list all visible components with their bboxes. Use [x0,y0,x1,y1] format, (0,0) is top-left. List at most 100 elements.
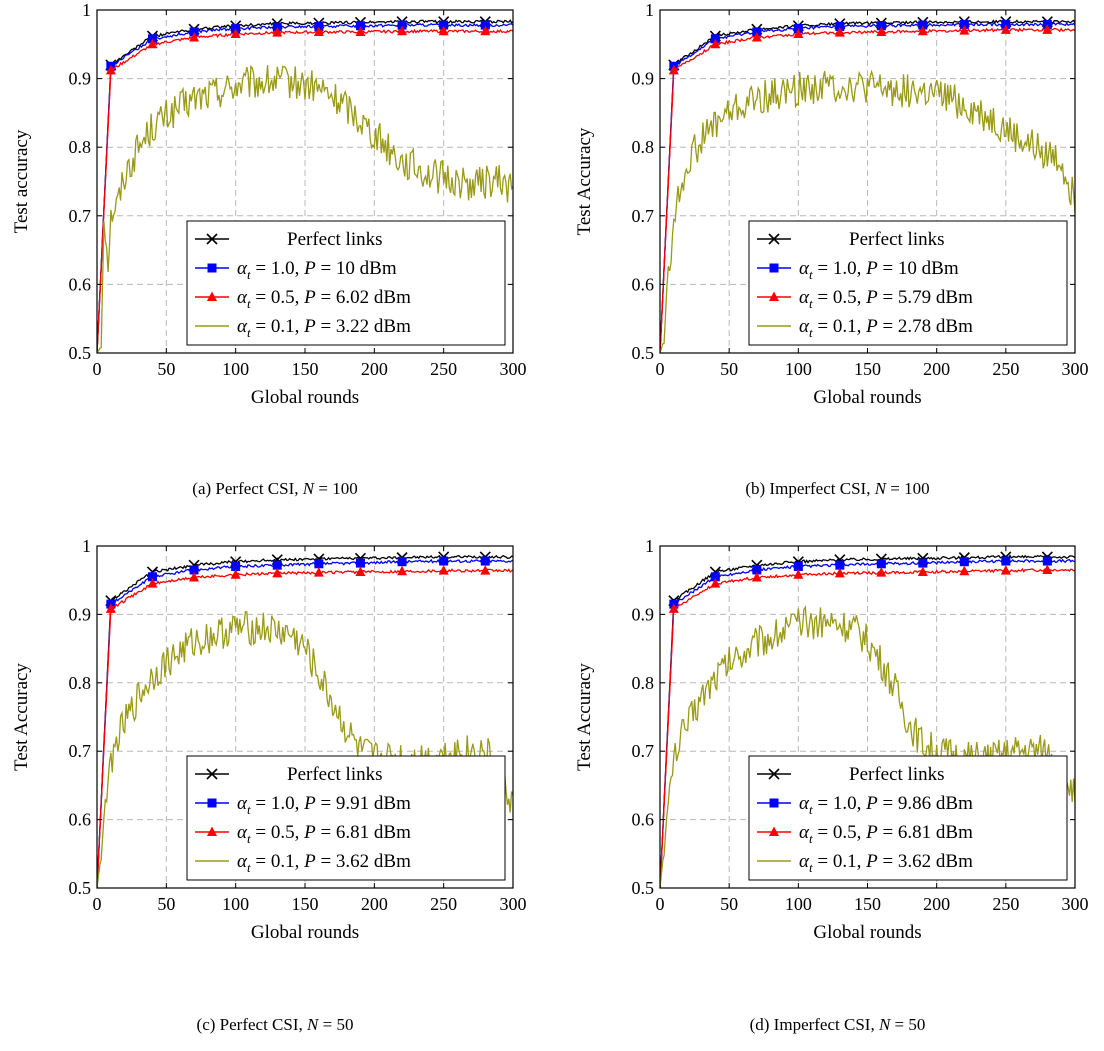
legend-entry: αt = 0.5, P = 6.02 dBm [237,287,411,311]
legend: Perfect links αt = 1.0, P = 9.91 dBm αt = … [186,755,506,881]
data-point [876,26,887,36]
data-point [918,558,928,568]
data-point [397,20,407,30]
y-tick-label: 0.6 [69,274,92,294]
y-tick-label: 0.6 [632,810,655,830]
data-point [793,569,804,579]
x-tick-label: 0 [93,894,102,914]
x-tick-label: 300 [500,359,527,379]
data-point [710,38,721,49]
series-group [97,16,513,353]
chart-panel-0: 0 50 100 150 200 250 300 0.5 0.6 0.7 0.8 0.9 1 Global… [11,0,527,498]
legend-entry: αt = 0.1, P = 2.78 dBm [799,316,973,340]
data-point [189,31,200,42]
legend-entry: Perfect links [849,229,945,250]
legend-entry: αt = 1.0, P = 9.86 dBm [799,793,973,817]
x-tick-label: 50 [157,894,175,914]
y-tick-label: 1 [645,536,654,556]
legend-entry: αt = 0.5, P = 6.81 dBm [799,822,973,846]
data-point [480,20,490,30]
chart-panel-1: 0 50 100 150 200 250 300 0.5 0.6 0.7 0.8 0.9 1 Global… [574,0,1089,498]
y-tick-label: 1 [82,536,91,556]
y-tick-label: 0.6 [69,810,92,830]
y-axis-label: Test Accuracy [574,663,595,771]
data-point [1000,24,1011,34]
data-point [834,27,845,37]
y-tick-label: 1 [82,0,91,20]
y-tick-label: 0.6 [632,274,655,294]
y-tick-label: 0.8 [69,673,92,693]
legend-marker [207,291,217,301]
data-point [835,21,845,31]
legend-marker [769,826,779,836]
data-point [147,572,157,582]
x-tick-label: 300 [500,894,527,914]
data-point [147,38,158,49]
data-point [438,25,449,36]
legend-marker [768,768,780,780]
y-axis-label: Test accuracy [11,129,32,233]
y-tick-label: 1 [645,0,654,20]
y-tick-label: 0.7 [69,206,92,226]
data-point [751,571,762,582]
x-tick-label: 150 [292,359,319,379]
legend-marker [769,798,779,808]
legend-entry: αt = 1.0, P = 9.91 dBm [237,793,411,817]
data-point [480,556,490,566]
x-tick-label: 50 [720,359,738,379]
x-tick-label: 100 [785,359,812,379]
data-point [272,567,283,578]
data-point [1001,556,1011,566]
data-point [231,562,241,572]
y-tick-label: 0.8 [632,673,655,693]
x-tick-label: 150 [292,894,319,914]
chart-panel-3: 0 50 100 150 200 250 300 0.5 0.6 0.7 0.8 0.9 1 Global… [574,536,1089,1034]
data-point [751,31,762,42]
data-point [752,565,762,575]
series-line-3 [660,69,1075,353]
data-point [876,21,886,31]
data-point [835,560,845,570]
legend-entry: αt = 1.0, P = 10 dBm [799,258,959,282]
legend: Perfect links αt = 1.0, P = 10 dBm αt = 0.… [748,220,1068,346]
legend-entry: αt = 0.1, P = 3.62 dBm [237,851,411,875]
legend-marker [207,798,217,808]
data-point [668,64,679,75]
y-tick-label: 0.9 [632,69,655,89]
data-point [314,559,324,569]
chart-caption: (d) Imperfect CSI, N = 50 [750,1015,926,1034]
data-point [313,567,324,577]
data-point [230,569,241,579]
chart-caption: (a) Perfect CSI, N = 100 [192,479,357,498]
data-point [397,25,408,36]
data-point [710,578,721,588]
data-point [668,603,679,613]
data-point [272,560,282,570]
legend-marker [206,233,218,245]
y-tick-label: 0.9 [69,604,92,624]
y-tick-label: 0.5 [632,878,655,898]
x-tick-label: 200 [923,894,950,914]
legend-entry: αt = 0.5, P = 6.81 dBm [237,822,411,846]
chart-caption: (c) Perfect CSI, N = 50 [197,1015,354,1034]
data-point [355,566,366,576]
x-tick-label: 0 [93,359,102,379]
series-group [660,16,1075,353]
data-point [355,558,365,568]
data-point [438,565,449,575]
data-point [189,565,199,575]
y-tick-label: 0.7 [632,741,655,761]
legend-marker [768,233,780,245]
y-tick-label: 0.7 [632,206,655,226]
legend-entry: Perfect links [287,229,383,250]
x-tick-label: 0 [656,359,665,379]
x-tick-label: 150 [854,359,881,379]
data-point [439,20,449,30]
legend-marker [769,263,779,273]
data-point [917,25,928,36]
data-point [355,26,366,36]
data-point [355,21,365,31]
data-point [959,19,969,29]
legend-entry: Perfect links [287,764,383,785]
